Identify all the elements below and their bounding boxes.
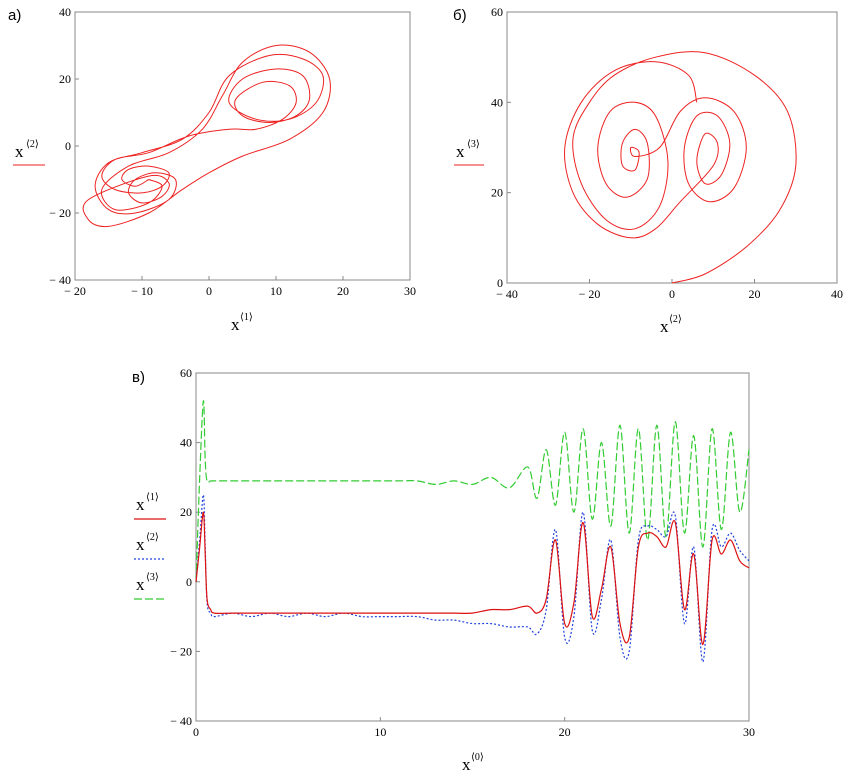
panel-a-x-axis-label: x ⟨1⟩: [231, 312, 253, 334]
panel-c-y-tick-label: − 40: [170, 714, 192, 728]
panel-b-frame: [506, 11, 838, 284]
panel-a-y-axis-label: x ⟨2⟩: [13, 139, 45, 166]
panel-a-traces: [82, 44, 331, 228]
panel-a-x-tick-label: 0: [206, 284, 212, 298]
panel-b-xlabel-var: x: [660, 317, 669, 336]
legend-label-var-2: x: [136, 535, 145, 554]
panel-a-xlabel-var: x: [231, 315, 240, 334]
legend-label-sup-2: ⟨2⟩: [146, 532, 159, 543]
panel-c-traces: [195, 400, 750, 663]
panel-a-ylabel-var: x: [15, 142, 24, 161]
panel-b-x-tick-label: − 20: [579, 287, 601, 301]
panel-a-ylabel-sup: ⟨2⟩: [26, 139, 39, 150]
panel-a-x-tick-label: 20: [337, 284, 349, 298]
panel-c-x-tick-label: 30: [743, 725, 755, 739]
panel-b-label: б): [453, 7, 467, 24]
panel-c-x-axis-label: x ⟨0⟩: [462, 752, 484, 774]
panel-a-y-tick-label: 20: [59, 72, 71, 86]
panel-b-y-axis-label: x ⟨3⟩: [454, 139, 484, 166]
panel-c-frame: [195, 372, 750, 722]
legend-label-var-1: x: [136, 495, 145, 514]
panel-c-xlabel-var: x: [462, 755, 471, 774]
panel-b-x-tick-label: 0: [669, 287, 675, 301]
panel-c-y-tick-label: 60: [180, 366, 192, 380]
legend-label-var-3: x: [136, 575, 145, 594]
panel-a-xlabel-sup: ⟨1⟩: [240, 312, 253, 323]
panel-b-xlabel-sup: ⟨2⟩: [669, 314, 682, 325]
panel-c-y-tick-label: 0: [186, 575, 192, 589]
panel-c-y-tick-label: 40: [180, 436, 192, 450]
panel-b-x-tick-label: 40: [831, 287, 843, 301]
panel-b-x-axis-label: x ⟨2⟩: [660, 314, 682, 336]
panel-b-trajectory: [564, 51, 797, 284]
panel-c-xlabel-sup: ⟨0⟩: [471, 752, 484, 763]
panel-a-x-tick-label: 10: [270, 284, 282, 298]
panel-a-x-tick-label: 30: [404, 284, 416, 298]
panel-c-series-2: [195, 494, 750, 663]
panel-b-ylabel-var: x: [456, 142, 465, 161]
panel-a-y-tick-label: − 20: [49, 206, 71, 220]
panel-b-x-tick-label: 20: [749, 287, 761, 301]
legend-label-sup-3: ⟨3⟩: [146, 572, 159, 583]
panel-c-y-tick-label: 20: [180, 505, 192, 519]
panel-b-y-tick-label: 20: [491, 186, 503, 200]
panel-a-y-tick-label: 0: [65, 139, 71, 153]
panel-c-series-3: [195, 400, 750, 582]
panel-c-x-tick-label: 10: [374, 725, 386, 739]
panel-a-y-tick-label: − 40: [49, 273, 71, 287]
panel-a-label: а): [8, 7, 21, 24]
panel-c-series-1: [195, 511, 750, 646]
panel-b-x-tick-label: − 40: [496, 287, 518, 301]
panel-c-ticks: 0 10 20 30 60 40 20 0 − 20 − 40: [170, 366, 755, 739]
panel-a-x-tick-label: − 20: [64, 284, 86, 298]
panel-b-ticks: − 40 − 20 0 20 40 60 40 20 0: [491, 5, 843, 301]
legend-label-sup-1: ⟨1⟩: [146, 492, 159, 503]
panel-a-frame: [74, 11, 411, 281]
panel-b-y-tick-label: 0: [497, 276, 503, 290]
panel-a-x-tick-label: − 10: [131, 284, 153, 298]
panel-c-label: в): [132, 369, 145, 386]
panel-b-ylabel-sup: ⟨3⟩: [467, 139, 480, 150]
panel-c-legend: x ⟨1⟩x ⟨2⟩x ⟨3⟩: [134, 492, 166, 600]
panel-b: б) − 40 − 20 0 20 40 60 40 20 0 x ⟨2⟩ x ⟨3⟩: [453, 5, 843, 336]
panel-b-y-tick-label: 60: [491, 5, 503, 19]
panel-b-y-tick-label: 40: [491, 95, 503, 109]
panel-b-traces: [564, 51, 797, 284]
panel-a-trajectory: [82, 44, 331, 228]
panel-c-x-tick-label: 0: [193, 725, 199, 739]
panel-c-x-tick-label: 20: [559, 725, 571, 739]
panel-c-y-tick-label: − 20: [170, 644, 192, 658]
panel-a-y-tick-label: 40: [59, 5, 71, 19]
